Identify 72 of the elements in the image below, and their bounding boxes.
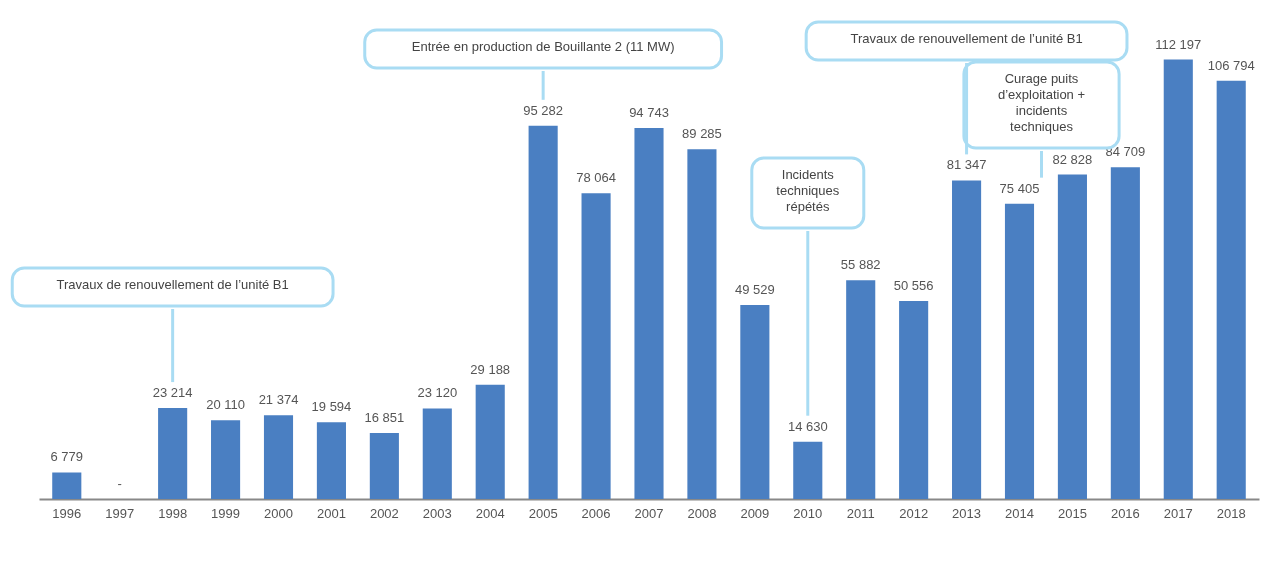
x-tick-label: 2011	[846, 505, 875, 521]
x-tick-label: 2016	[1110, 505, 1140, 521]
bar	[634, 127, 664, 499]
bar	[158, 408, 188, 499]
data-label: 78 064	[576, 170, 616, 186]
data-label: 20 110	[206, 397, 245, 413]
data-label: 50 556	[893, 277, 934, 293]
bar	[422, 408, 452, 499]
x-tick-label: 2010	[793, 505, 823, 521]
x-tick-label: 2002	[369, 505, 399, 521]
data-label: 23 214	[152, 385, 193, 401]
data-label: 23 120	[417, 385, 458, 401]
data-label: 75 405	[999, 180, 1040, 196]
x-tick-label: 2007	[634, 505, 664, 521]
data-label: 21 374	[258, 392, 299, 408]
x-tick-label: 2015	[1057, 505, 1087, 521]
data-label: 19 594	[311, 399, 352, 415]
data-label: 29 188	[470, 361, 511, 377]
data-label: 95 282	[523, 102, 564, 118]
x-tick-label: 2001	[316, 505, 346, 521]
bar	[1057, 174, 1087, 499]
data-label: 106 794	[1207, 57, 1255, 73]
x-tick-label: 2003	[422, 505, 452, 521]
annotation: Entrée en production de Bouillante 2 (11 MW)	[411, 39, 675, 54]
data-label: 49 529	[734, 282, 775, 298]
x-tick-label: 1999	[211, 505, 241, 521]
x-tick-label: 2018	[1216, 505, 1246, 521]
bar	[528, 125, 558, 499]
text: -	[117, 476, 122, 491]
bar	[1216, 80, 1246, 499]
bar	[793, 441, 823, 499]
bar	[475, 384, 505, 499]
bar	[316, 422, 346, 499]
bar	[740, 305, 770, 499]
annotation: Travaux de renouvellement de l’unité B1	[56, 277, 289, 292]
data-label: 6 779	[50, 449, 84, 465]
x-tick-label: 2017	[1163, 505, 1193, 521]
bar	[52, 472, 82, 499]
data-label: 81 347	[946, 157, 987, 173]
bar	[369, 433, 399, 499]
annotation: Incidents techniques répétés	[776, 167, 840, 214]
x-tick-label: 1996	[52, 505, 82, 521]
bar	[1110, 167, 1140, 499]
bar	[1163, 59, 1193, 499]
bar	[581, 193, 611, 499]
x-tick-label: 2009	[740, 505, 770, 521]
bar	[1004, 203, 1035, 499]
bar	[846, 280, 876, 499]
bar	[211, 420, 241, 499]
data-label: 55 882	[840, 257, 881, 273]
bar	[263, 415, 294, 499]
x-tick-label: 2000	[264, 505, 293, 521]
data-label: 89 285	[682, 126, 722, 142]
x-tick-label: 2005	[528, 505, 558, 521]
x-tick-label: 2013	[952, 505, 982, 521]
bar	[952, 180, 982, 499]
x-tick-label: 1998	[158, 505, 188, 521]
x-tick-label: 2014	[1005, 505, 1034, 521]
bar	[687, 149, 717, 499]
x-tick-label: 2008	[687, 505, 717, 521]
bar	[899, 300, 929, 499]
x-tick-label: 2004	[475, 505, 505, 521]
data-label: 16 851	[364, 410, 405, 425]
x-tick-label: 2012	[899, 505, 929, 521]
data-label: 112 197	[1155, 36, 1202, 52]
x-tick-label: 2006	[581, 505, 611, 521]
annotation: Travaux de renouvellement de l’unité B1	[850, 31, 1083, 46]
data-label: 14 630	[787, 418, 828, 434]
data-label: 94 743	[629, 104, 669, 120]
data-label: 82 828	[1052, 151, 1093, 167]
x-tick-label: 1997	[105, 505, 135, 521]
annotation: Curage puits d’exploitation + incidents techniques	[997, 71, 1086, 134]
